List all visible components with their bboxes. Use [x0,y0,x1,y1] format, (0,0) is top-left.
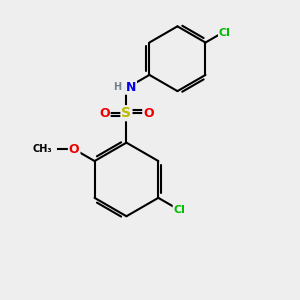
Text: Cl: Cl [219,28,231,38]
Text: O: O [99,107,110,120]
Text: N: N [126,81,136,94]
Text: O: O [69,143,80,156]
Text: H: H [113,82,121,92]
Text: O: O [143,107,154,120]
Text: S: S [122,106,131,120]
Text: CH₃: CH₃ [32,144,52,154]
Text: Cl: Cl [174,205,185,214]
